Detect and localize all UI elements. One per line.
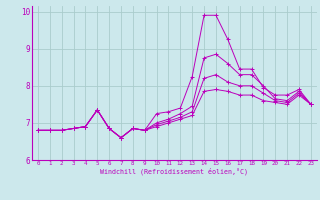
X-axis label: Windchill (Refroidissement éolien,°C): Windchill (Refroidissement éolien,°C) (100, 167, 248, 175)
